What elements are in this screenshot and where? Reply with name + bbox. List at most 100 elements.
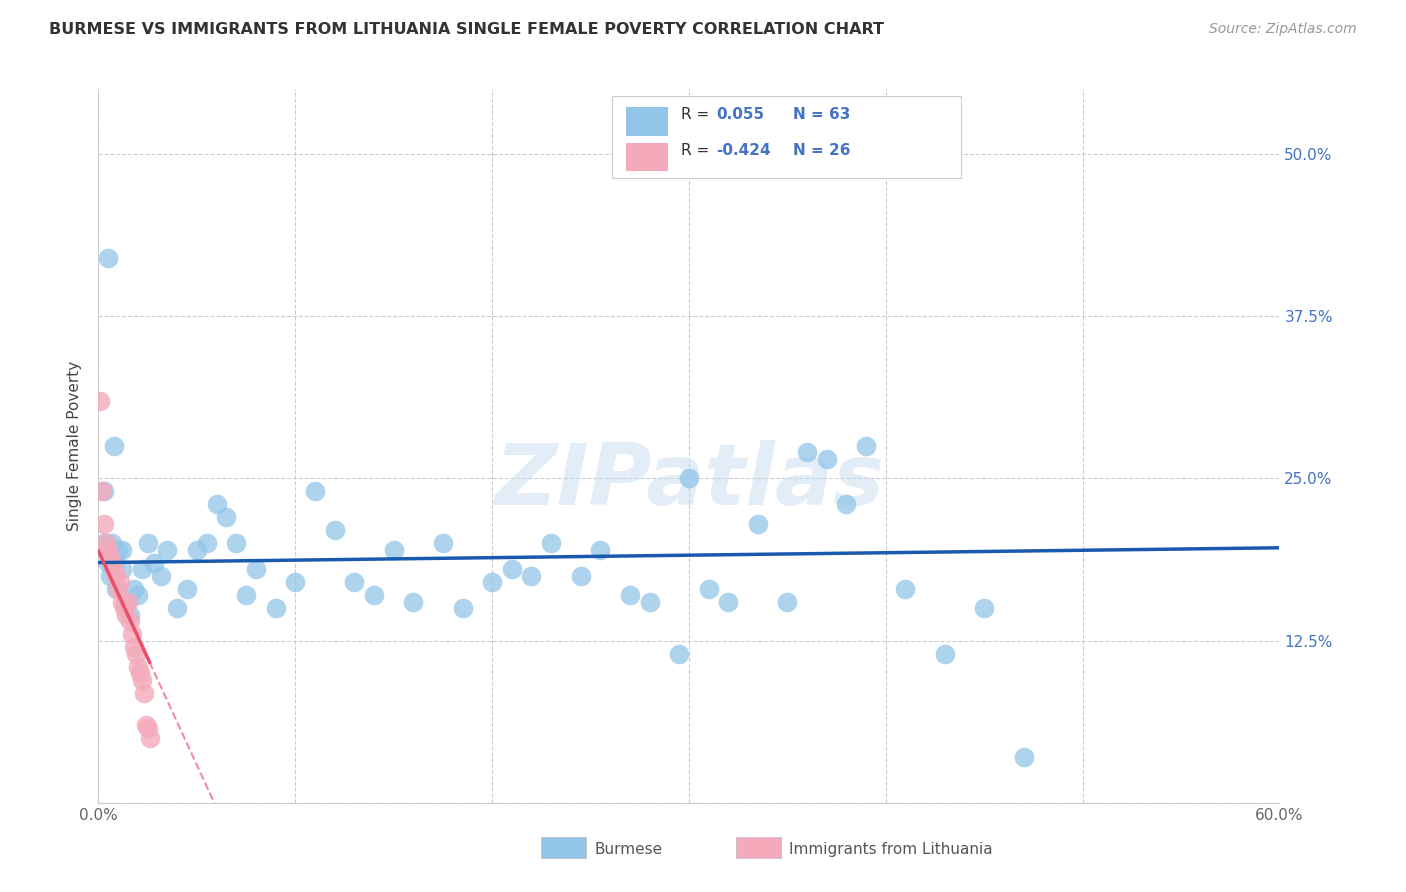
Text: BURMESE VS IMMIGRANTS FROM LITHUANIA SINGLE FEMALE POVERTY CORRELATION CHART: BURMESE VS IMMIGRANTS FROM LITHUANIA SIN…: [49, 22, 884, 37]
Point: [93, 536, 115, 550]
Point: [107, 582, 129, 596]
Point: [103, 439, 125, 453]
Point: [96, 536, 118, 550]
Point: [93, 516, 115, 531]
Point: [855, 439, 877, 453]
Point: [451, 601, 474, 615]
Point: [93, 484, 115, 499]
Point: [98, 568, 121, 582]
Point: [166, 601, 188, 615]
Point: [101, 536, 124, 550]
Point: [195, 536, 218, 550]
Point: [284, 575, 307, 590]
Point: [108, 575, 131, 590]
Point: [215, 510, 238, 524]
Point: [973, 601, 995, 615]
FancyBboxPatch shape: [626, 107, 668, 136]
Point: [97, 542, 120, 557]
Point: [135, 718, 157, 732]
Point: [176, 582, 198, 596]
Point: [121, 627, 143, 641]
Point: [402, 595, 425, 609]
Point: [796, 445, 818, 459]
Text: R =: R =: [681, 143, 714, 158]
Point: [323, 524, 346, 538]
Point: [343, 575, 366, 590]
Point: [156, 542, 179, 557]
Point: [894, 582, 917, 596]
Point: [118, 607, 141, 622]
Point: [132, 685, 155, 699]
Point: [122, 582, 145, 596]
Point: [96, 542, 118, 557]
Point: [97, 556, 120, 570]
Point: [111, 595, 134, 609]
Point: [103, 556, 125, 570]
Point: [501, 562, 523, 576]
FancyBboxPatch shape: [541, 837, 586, 858]
Point: [131, 562, 153, 576]
Point: [118, 614, 141, 628]
Point: [115, 607, 138, 622]
Text: Source: ZipAtlas.com: Source: ZipAtlas.com: [1209, 22, 1357, 37]
Point: [235, 588, 257, 602]
Text: Immigrants from Lithuania: Immigrants from Lithuania: [789, 842, 993, 856]
Point: [131, 673, 153, 687]
Point: [89, 393, 111, 408]
Point: [136, 721, 159, 735]
Point: [111, 542, 134, 557]
Point: [934, 647, 956, 661]
Point: [105, 568, 128, 582]
Point: [304, 484, 326, 499]
Point: [122, 640, 145, 654]
Point: [481, 575, 503, 590]
Text: 0.055: 0.055: [716, 107, 765, 122]
Point: [127, 588, 149, 602]
Point: [776, 595, 799, 609]
Point: [117, 595, 139, 609]
Point: [835, 497, 858, 511]
Text: -0.424: -0.424: [716, 143, 770, 158]
Point: [815, 452, 838, 467]
Point: [115, 595, 138, 609]
Point: [363, 588, 385, 602]
Point: [697, 582, 720, 596]
Point: [540, 536, 562, 550]
Text: N = 63: N = 63: [793, 107, 851, 122]
FancyBboxPatch shape: [626, 143, 668, 171]
Point: [569, 568, 592, 582]
Point: [105, 582, 128, 596]
Text: N = 26: N = 26: [793, 143, 851, 158]
Point: [125, 647, 148, 661]
Point: [138, 731, 160, 745]
Point: [127, 659, 149, 673]
Y-axis label: Single Female Poverty: Single Female Poverty: [67, 361, 83, 531]
Point: [91, 484, 114, 499]
Point: [678, 471, 700, 485]
Point: [264, 601, 287, 615]
Text: Burmese: Burmese: [595, 842, 662, 856]
Point: [520, 568, 543, 582]
Point: [142, 556, 165, 570]
Point: [205, 497, 228, 511]
Point: [747, 516, 769, 531]
Point: [432, 536, 454, 550]
Point: [112, 601, 135, 615]
Point: [103, 562, 125, 576]
Point: [245, 562, 267, 576]
Point: [668, 647, 690, 661]
FancyBboxPatch shape: [737, 837, 782, 858]
Point: [1012, 750, 1035, 764]
Text: R =: R =: [681, 107, 714, 122]
Point: [107, 542, 129, 557]
Point: [111, 562, 134, 576]
Point: [225, 536, 247, 550]
Point: [638, 595, 661, 609]
Point: [128, 666, 150, 681]
Point: [619, 588, 641, 602]
Point: [136, 536, 159, 550]
Point: [150, 568, 173, 582]
Point: [382, 542, 405, 557]
Point: [101, 556, 124, 570]
Point: [186, 542, 208, 557]
